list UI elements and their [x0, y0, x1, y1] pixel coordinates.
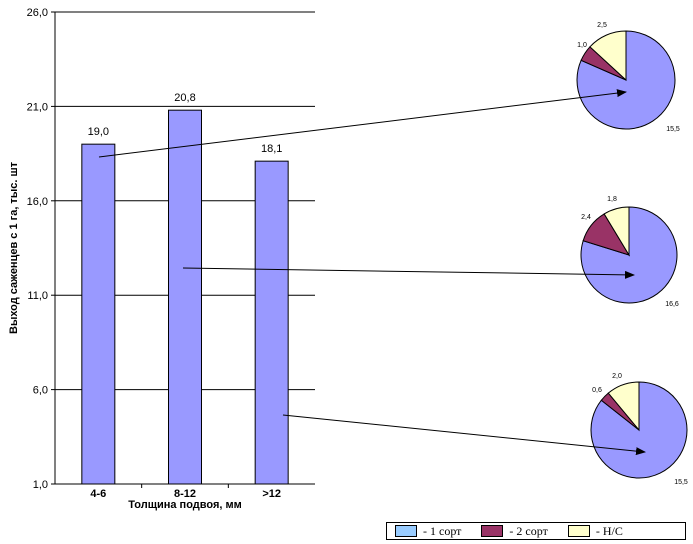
axes	[54, 12, 315, 485]
legend-swatch	[481, 525, 504, 537]
x-axis-title: Толщина подвоя, мм	[128, 499, 242, 511]
value-labels: 19,0 20,8 18,1	[88, 92, 283, 155]
bar	[254, 160, 289, 485]
legend-item: - Н/С	[567, 523, 623, 539]
pie-slice	[589, 30, 627, 82]
x-tick-label: 8-12	[174, 488, 196, 500]
pie-label: 2,5	[597, 22, 607, 29]
legend-item: - 1 сорт	[395, 524, 461, 539]
bar	[81, 143, 116, 485]
x-tick-labels: 4-6 8-12 >12	[90, 488, 281, 500]
y-tick-label: 21,0	[27, 101, 48, 113]
pie-label: 1,0	[577, 42, 587, 49]
pie-label: 15,5	[666, 126, 680, 133]
legend-label: - 1 сорт	[423, 523, 462, 538]
data-label: 18,1	[261, 143, 282, 155]
y-tick-label: 11,0	[27, 290, 48, 302]
data-label: 19,0	[88, 126, 109, 138]
y-tick-label: 6,0	[33, 385, 48, 397]
pie-label: 16,6	[665, 301, 679, 308]
arrow	[182, 267, 635, 279]
pie-label: 2,4	[581, 214, 591, 221]
pie-label: 2,0	[612, 373, 622, 380]
pie-label: 0,6	[592, 387, 602, 394]
pie-label: 15,5	[674, 479, 688, 486]
arrows	[98, 89, 646, 456]
x-tick-label: 4-6	[90, 488, 106, 500]
y-tick-label: 26,0	[27, 7, 48, 19]
data-label: 20,8	[174, 92, 195, 104]
bar	[168, 109, 202, 485]
y-tick-labels: 1,0 6,0 11,0 16,0 21,0 26,0	[27, 7, 48, 491]
pie-label: 1,8	[607, 196, 617, 203]
legend-swatch	[395, 525, 417, 537]
legend-label: - Н/С	[595, 523, 623, 538]
y-tick-label: 1,0	[33, 479, 48, 491]
legend-label: - 2 сорт	[509, 523, 548, 538]
arrow	[98, 89, 627, 158]
legend: - 1 сорт - 2 сорт - Н/С	[386, 522, 686, 540]
legend-swatch	[567, 525, 590, 537]
bars	[81, 109, 289, 485]
y-axis-title: Выход саженцев с 1 га, тыс. шт	[8, 161, 20, 334]
pie-slice	[603, 206, 630, 257]
arrow	[282, 414, 646, 456]
pie-slice	[607, 381, 640, 432]
pies: 15,5 1,0 2,5 16,6 2,4 1,8 15,5 0,6 2,0	[576, 22, 688, 486]
y-tick-label: 16,0	[27, 196, 48, 208]
legend-item: - 2 сорт	[481, 523, 548, 539]
x-tick-label: >12	[262, 488, 281, 500]
